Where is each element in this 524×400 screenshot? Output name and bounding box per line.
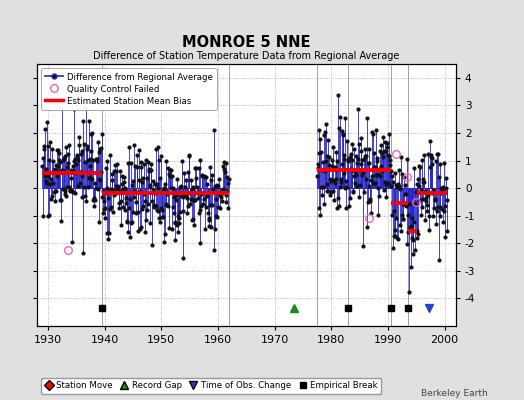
Text: MONROE 5 NNE: MONROE 5 NNE — [182, 35, 311, 50]
Legend: Station Move, Record Gap, Time of Obs. Change, Empirical Break: Station Move, Record Gap, Time of Obs. C… — [41, 378, 381, 394]
Legend: Difference from Regional Average, Quality Control Failed, Estimated Station Mean: Difference from Regional Average, Qualit… — [41, 68, 217, 110]
Text: Berkeley Earth: Berkeley Earth — [421, 389, 487, 398]
Text: Difference of Station Temperature Data from Regional Average: Difference of Station Temperature Data f… — [93, 51, 399, 61]
